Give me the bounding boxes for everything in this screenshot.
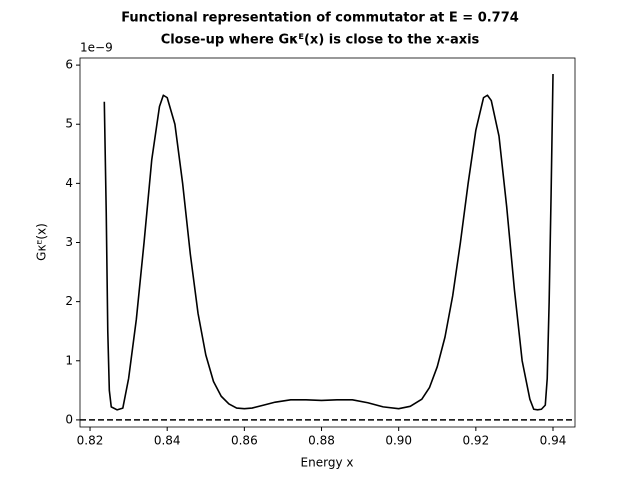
y-tick-label: 5 [65,117,73,131]
chart-subtitle: Close-up where Gκᴱ(x) is close to the x-… [161,33,480,48]
plot-frame [79,57,576,428]
y-tick-label: 4 [65,176,73,190]
y-tick-label: 2 [65,294,73,308]
y-tick-label: 6 [65,58,73,72]
x-axis-label: Energy x [301,456,354,470]
x-tick-label: 0.84 [154,434,181,448]
y-tick-label: 1 [65,353,73,367]
y-tick-label: 3 [65,235,73,249]
x-tick-label: 0.90 [385,434,412,448]
line-series [103,73,554,411]
chart-title: Functional representation of commutator … [121,11,519,26]
y-axis-label: Gκᴱ(x) [35,223,49,261]
x-tick-label: 0.92 [462,434,489,448]
x-tick-label: 0.86 [231,434,258,448]
y-tick-label: 0 [65,412,73,426]
x-tick-label: 0.94 [540,434,567,448]
y-offset-label: 1e−9 [80,41,113,55]
x-tick-label: 0.82 [77,434,104,448]
x-tick-label: 0.88 [308,434,335,448]
